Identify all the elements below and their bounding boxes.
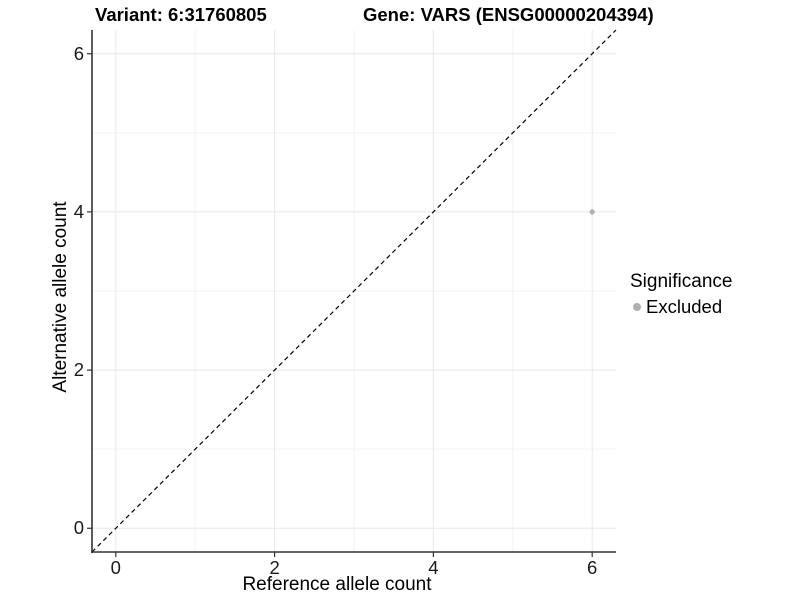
y-axis-label: Alternative allele count bbox=[50, 201, 71, 393]
data-point bbox=[589, 209, 595, 215]
identity-reference-line bbox=[91, 29, 617, 553]
plot-title-gene: Gene: VARS (ENSG00000204394) bbox=[363, 4, 654, 25]
legend-title: Significance bbox=[630, 271, 733, 292]
x-axis-label: Reference allele count bbox=[242, 574, 432, 595]
legend-items: Excluded bbox=[630, 296, 732, 318]
x-tick-label: 2 bbox=[269, 557, 280, 578]
legend-item-label: Excluded bbox=[646, 296, 723, 317]
legend-item: Excluded bbox=[630, 296, 732, 318]
legend-point-icon bbox=[633, 303, 641, 311]
y-tick-label: 6 bbox=[73, 42, 84, 64]
x-tick-label: 4 bbox=[428, 557, 439, 578]
x-tick-label: 6 bbox=[587, 557, 598, 578]
y-tick-label: 0 bbox=[73, 517, 84, 539]
y-tick-label: 2 bbox=[73, 359, 84, 381]
y-tick-label: 4 bbox=[73, 200, 84, 222]
legend: Significance Excluded bbox=[630, 271, 732, 318]
x-tick-label: 0 bbox=[110, 557, 121, 578]
plot-title-variant: Variant: 6:31760805 bbox=[95, 4, 267, 25]
